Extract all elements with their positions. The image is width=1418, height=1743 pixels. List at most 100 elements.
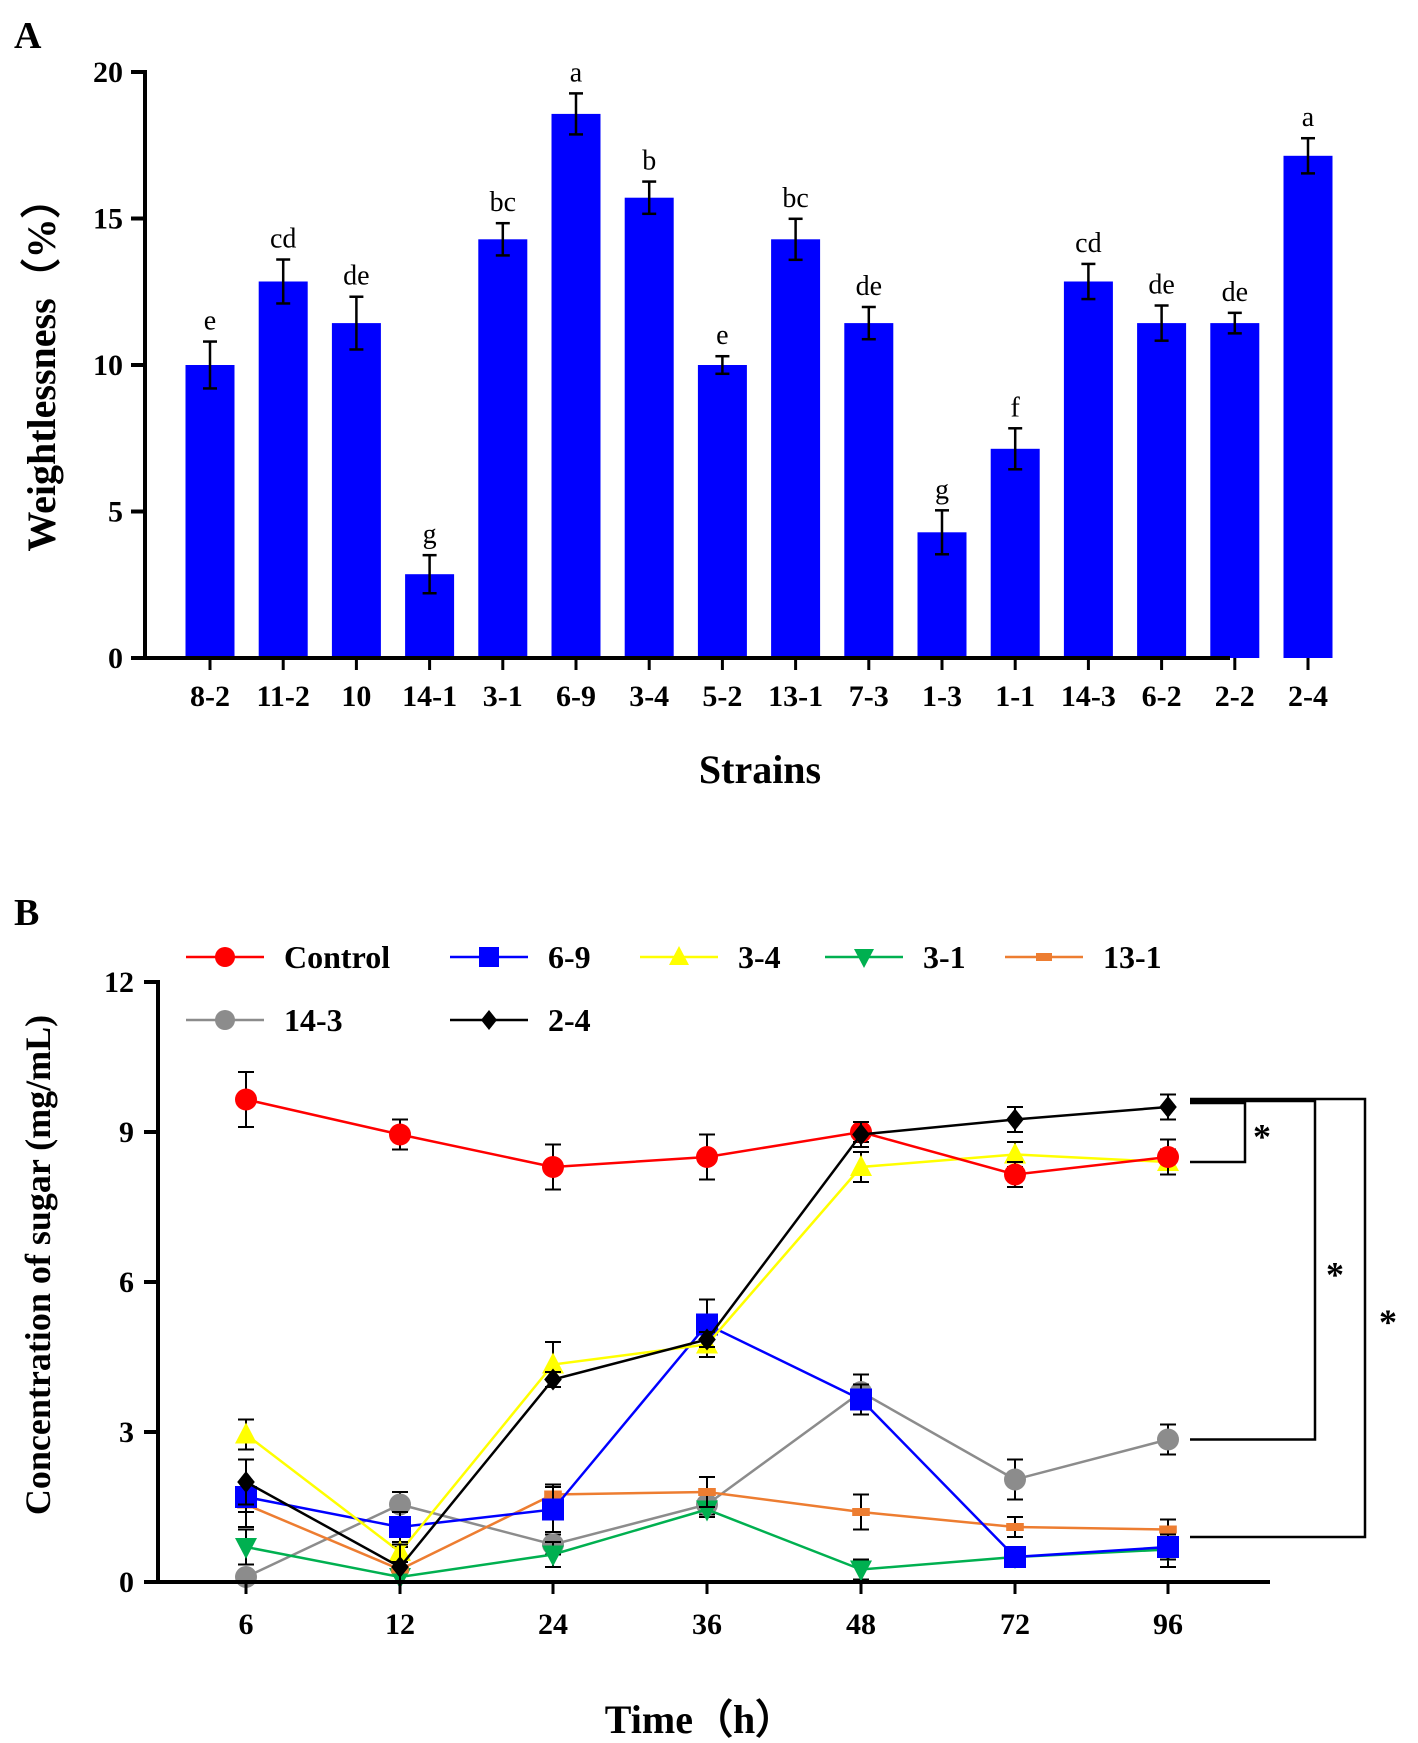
data-point (669, 946, 689, 965)
significance-letter: bc (490, 187, 516, 218)
data-point (542, 1352, 564, 1374)
significance-star: * (1253, 1117, 1271, 1157)
series-13-1 (237, 1476, 1177, 1583)
x-tick-label: 1-3 (922, 680, 962, 713)
x-tick-label: 96 (1153, 1608, 1183, 1641)
significance-letter: de (1148, 270, 1174, 301)
data-point (696, 1313, 718, 1336)
y-tick-label: 15 (93, 203, 123, 236)
series-control (235, 1071, 1179, 1191)
y-axis-title: Weightlessness（%） (19, 178, 64, 551)
bar (258, 281, 308, 658)
x-tick-label: 7-3 (849, 680, 889, 713)
x-tick-label: 3-1 (483, 680, 523, 713)
bar (697, 365, 747, 658)
data-point (1004, 1468, 1026, 1491)
significance-brackets: * * * (1190, 1097, 1397, 1539)
y-tick-label: 12 (104, 966, 134, 999)
x-tick-label: 2-2 (1215, 680, 1255, 713)
bar (1137, 323, 1187, 658)
significance-letter: f (1011, 392, 1021, 423)
series-group (235, 1071, 1179, 1589)
x-tick-label: 5-2 (702, 680, 742, 713)
legend-label: Control (284, 939, 390, 975)
bar (1283, 155, 1333, 658)
x-tick-label: 24 (538, 1608, 568, 1641)
x-tick-label: 8-2 (190, 680, 230, 713)
x-tick-label: 6 (239, 1608, 254, 1641)
legend-item: 6-9 (450, 939, 591, 975)
significance-letter: cd (270, 224, 296, 255)
significance-star: * (1379, 1302, 1397, 1342)
y-tick-label: 20 (93, 56, 123, 89)
data-point (696, 1146, 718, 1168)
significance-letter: bc (782, 183, 808, 214)
data-point (696, 1500, 718, 1522)
data-point (235, 1088, 257, 1111)
panel-a-label: A (14, 15, 42, 57)
bar (844, 323, 894, 658)
bar (185, 365, 235, 658)
x-axis-title: Strains (699, 747, 821, 792)
data-point (1159, 1525, 1177, 1534)
significance-star: * (1326, 1254, 1344, 1294)
data-point (544, 1368, 562, 1391)
series-line (245, 1322, 1169, 1559)
data-point (850, 1560, 872, 1582)
legend-label: 3-1 (923, 939, 966, 975)
legend-label: 13-1 (1103, 939, 1162, 975)
legend-label: 3-4 (738, 939, 781, 975)
bar (1210, 323, 1260, 658)
data-point (389, 1123, 411, 1146)
significance-letter: e (204, 306, 216, 337)
bar (551, 113, 601, 659)
data-point (698, 1488, 716, 1496)
x-tick-label: 2-4 (1288, 680, 1328, 713)
y-tick-label: 6 (119, 1266, 134, 1299)
legend-item: 3-1 (825, 939, 966, 975)
axes: 0 5 10 15 20 8-2 11-2 10 14-1 3-1 6-9 3-4 5-2 13-1 7-3… (93, 56, 1328, 713)
bar (1063, 281, 1113, 658)
data-point (1157, 1146, 1179, 1168)
significance-letter: cd (1075, 228, 1101, 259)
data-point (1157, 1428, 1179, 1451)
data-point (542, 1545, 564, 1567)
data-point (237, 1471, 255, 1493)
data-point (850, 1388, 872, 1411)
significance-letter: a (1302, 102, 1315, 133)
data-point (854, 949, 874, 968)
data-point (481, 1010, 497, 1030)
data-point (391, 1556, 409, 1578)
data-point (1006, 1108, 1024, 1131)
significance-letter: a (570, 57, 583, 88)
x-tick-label: 14-1 (402, 680, 457, 713)
significance-letter: g (423, 519, 437, 550)
x-axis-title: Time（h） (605, 1697, 795, 1742)
bar (771, 239, 821, 659)
legend: Control 6-9 3-4 3-1 13-1 14-3 2-4 (186, 939, 1162, 1038)
data-point (215, 947, 235, 967)
x-tick-label: 12 (385, 1608, 415, 1641)
series-3-1 (235, 1500, 1179, 1589)
data-point (479, 947, 499, 967)
data-point (852, 1508, 870, 1516)
bar (624, 197, 674, 658)
data-point (389, 1493, 411, 1516)
data-point (1159, 1096, 1177, 1118)
x-tick-label: 10 (341, 680, 371, 713)
y-tick-label: 0 (119, 1566, 134, 1599)
y-tick-label: 3 (119, 1416, 134, 1449)
significance-letter: de (1222, 277, 1248, 308)
data-point (542, 1498, 564, 1521)
significance-bracket (1190, 1097, 1367, 1539)
bar-group (185, 113, 1333, 659)
significance-letter: e (716, 320, 728, 351)
significance-letter: de (343, 261, 369, 292)
data-point (235, 1422, 257, 1444)
series-2-4 (237, 1093, 1177, 1583)
bar (478, 239, 528, 659)
legend-label: 2-4 (548, 1002, 591, 1038)
significance-bracket (1190, 1099, 1317, 1441)
x-tick-label: 36 (692, 1608, 722, 1641)
